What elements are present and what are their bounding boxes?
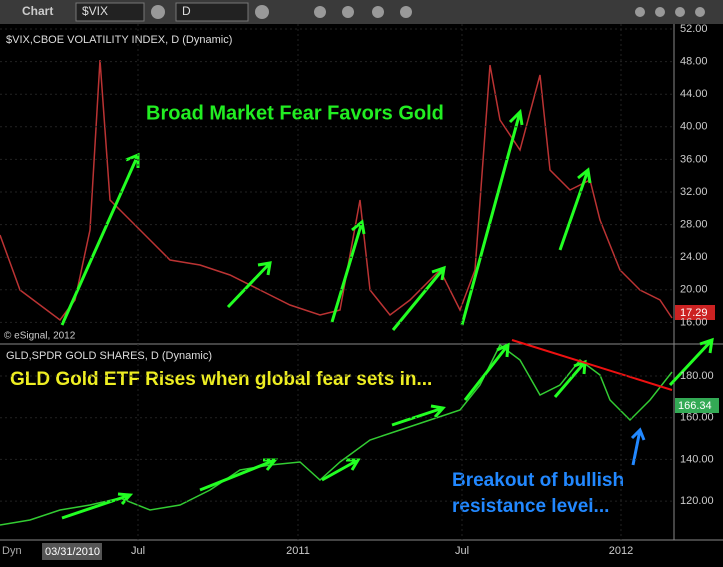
y-axis-label: 52.00	[680, 23, 708, 35]
y-axis-label: 28.00	[680, 219, 708, 231]
price-box	[675, 305, 715, 320]
arrow	[321, 458, 361, 482]
window-title: Chart	[22, 4, 53, 18]
x-axis-label: 2011	[286, 545, 310, 557]
y-axis-label: 180.00	[680, 370, 714, 382]
x-axis-label: Jul	[455, 545, 469, 557]
icon[interactable]	[372, 6, 384, 18]
arrows	[60, 108, 714, 520]
arrow	[391, 404, 446, 427]
y-axis-label: 32.00	[680, 186, 708, 198]
annotation: Breakout of bullish	[452, 470, 624, 491]
arrow	[199, 458, 279, 492]
trend-line	[511, 339, 673, 391]
annotation: GLD Gold ETF Rises when global fear sets…	[10, 369, 432, 390]
panel-title: GLD,SPDR GOLD SHARES, D (Dynamic)	[6, 350, 212, 362]
price-box	[675, 398, 719, 413]
panel-title: $VIX,CBOE VOLATILITY INDEX, D (Dynamic)	[6, 34, 232, 46]
symbol-field[interactable]	[75, 2, 145, 22]
y-axis-label: 20.00	[680, 284, 708, 296]
last-price: 17.29	[680, 307, 708, 319]
y-axis-label: 140.00	[680, 453, 714, 465]
arrow	[226, 261, 272, 309]
axes: 52.00 48.00 44.00 40.00 36.00 32.00 28.00 24.00…	[0, 23, 714, 557]
arrow	[558, 167, 592, 251]
arrow	[391, 265, 446, 331]
icon[interactable]	[695, 7, 705, 17]
y-axis-label: 160.00	[680, 412, 714, 424]
blue-arrow	[630, 427, 646, 466]
icon[interactable]	[400, 6, 412, 18]
icon[interactable]	[151, 5, 165, 19]
x-axis-label: Jul	[131, 545, 145, 557]
symbol-text: $VIX	[82, 4, 108, 18]
icon[interactable]	[255, 5, 269, 19]
annotation: resistance level...	[452, 496, 609, 517]
icon[interactable]	[675, 7, 685, 17]
gld-price	[0, 343, 673, 526]
arrow	[61, 492, 134, 520]
vix-price	[0, 59, 673, 322]
start-date-box	[42, 543, 102, 560]
last-price: 166.34	[678, 400, 712, 412]
y-axis-label: 44.00	[680, 88, 708, 100]
axis-mode: Dyn	[2, 545, 22, 557]
icon[interactable]	[635, 7, 645, 17]
interval-text: D	[182, 4, 191, 18]
icon[interactable]	[342, 6, 354, 18]
start-date: 03/31/2010	[45, 546, 100, 558]
annotation: Broad Market Fear Favors Gold	[146, 102, 444, 124]
arrow	[668, 337, 714, 387]
y-axis-label: 36.00	[680, 153, 708, 165]
icon[interactable]	[655, 7, 665, 17]
y-axis-label: 40.00	[680, 121, 708, 133]
x-axis-label: 2012	[609, 545, 633, 557]
toolbar-icons	[151, 5, 705, 19]
interval-field[interactable]	[175, 2, 249, 22]
y-axis-label: 16.00	[680, 316, 708, 328]
copyright: © eSignal, 2012	[4, 331, 76, 342]
y-axis-label: 24.00	[680, 251, 708, 263]
icon[interactable]	[314, 6, 326, 18]
y-axis-label: 48.00	[680, 56, 708, 68]
arrow	[463, 342, 510, 401]
y-axis-label: 120.00	[680, 495, 714, 507]
arrow	[330, 219, 366, 323]
